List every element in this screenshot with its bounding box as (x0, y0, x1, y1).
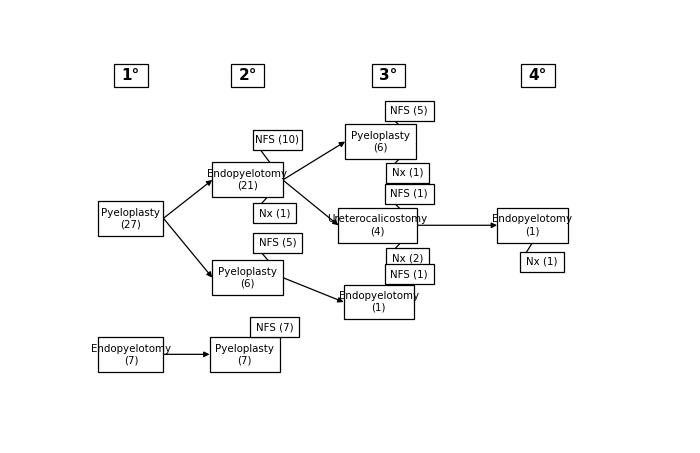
FancyBboxPatch shape (98, 201, 163, 236)
Text: NFS (7): NFS (7) (256, 322, 293, 332)
FancyBboxPatch shape (253, 232, 302, 253)
FancyBboxPatch shape (344, 284, 414, 319)
FancyBboxPatch shape (251, 317, 299, 337)
FancyBboxPatch shape (345, 124, 416, 159)
FancyBboxPatch shape (386, 163, 429, 183)
Text: 3°: 3° (379, 68, 398, 83)
FancyBboxPatch shape (253, 130, 302, 150)
Text: Pyeloplasty
(6): Pyeloplasty (6) (218, 267, 277, 289)
Text: Pyeloplasty
(6): Pyeloplasty (6) (351, 131, 410, 152)
FancyBboxPatch shape (98, 337, 163, 372)
FancyBboxPatch shape (497, 208, 568, 243)
FancyBboxPatch shape (386, 248, 429, 269)
Text: Nx (1): Nx (1) (526, 257, 558, 267)
FancyBboxPatch shape (521, 64, 554, 87)
Text: 1°: 1° (122, 68, 140, 83)
Text: 2°: 2° (238, 68, 257, 83)
Text: Endopyelotomy
(21): Endopyelotomy (21) (207, 169, 288, 191)
FancyBboxPatch shape (338, 208, 417, 243)
Text: Pyeloplasty
(27): Pyeloplasty (27) (102, 207, 160, 229)
Text: Endopyelotomy
(7): Endopyelotomy (7) (91, 343, 171, 365)
Text: Ureterocalicostomy
(4): Ureterocalicostomy (4) (328, 214, 428, 236)
Text: NFS (5): NFS (5) (391, 106, 428, 116)
FancyBboxPatch shape (385, 184, 433, 204)
FancyBboxPatch shape (231, 64, 265, 87)
Text: 4°: 4° (528, 68, 547, 83)
Text: NFS (10): NFS (10) (256, 135, 300, 145)
Text: NFS (5): NFS (5) (258, 238, 296, 248)
FancyBboxPatch shape (212, 163, 283, 198)
FancyBboxPatch shape (520, 252, 564, 272)
FancyBboxPatch shape (372, 64, 405, 87)
FancyBboxPatch shape (209, 337, 280, 372)
FancyBboxPatch shape (114, 64, 148, 87)
Text: Pyeloplasty
(7): Pyeloplasty (7) (216, 343, 274, 365)
FancyBboxPatch shape (212, 260, 283, 295)
FancyBboxPatch shape (253, 203, 296, 223)
Text: Nx (2): Nx (2) (392, 253, 424, 263)
Text: Endopyelotomy
(1): Endopyelotomy (1) (492, 214, 573, 236)
FancyBboxPatch shape (385, 264, 433, 284)
Text: Nx (1): Nx (1) (259, 208, 290, 218)
Text: NFS (1): NFS (1) (391, 189, 428, 199)
Text: NFS (1): NFS (1) (391, 269, 428, 279)
Text: Nx (1): Nx (1) (392, 168, 424, 178)
FancyBboxPatch shape (385, 101, 433, 121)
Text: Endopyelotomy
(1): Endopyelotomy (1) (339, 291, 419, 313)
